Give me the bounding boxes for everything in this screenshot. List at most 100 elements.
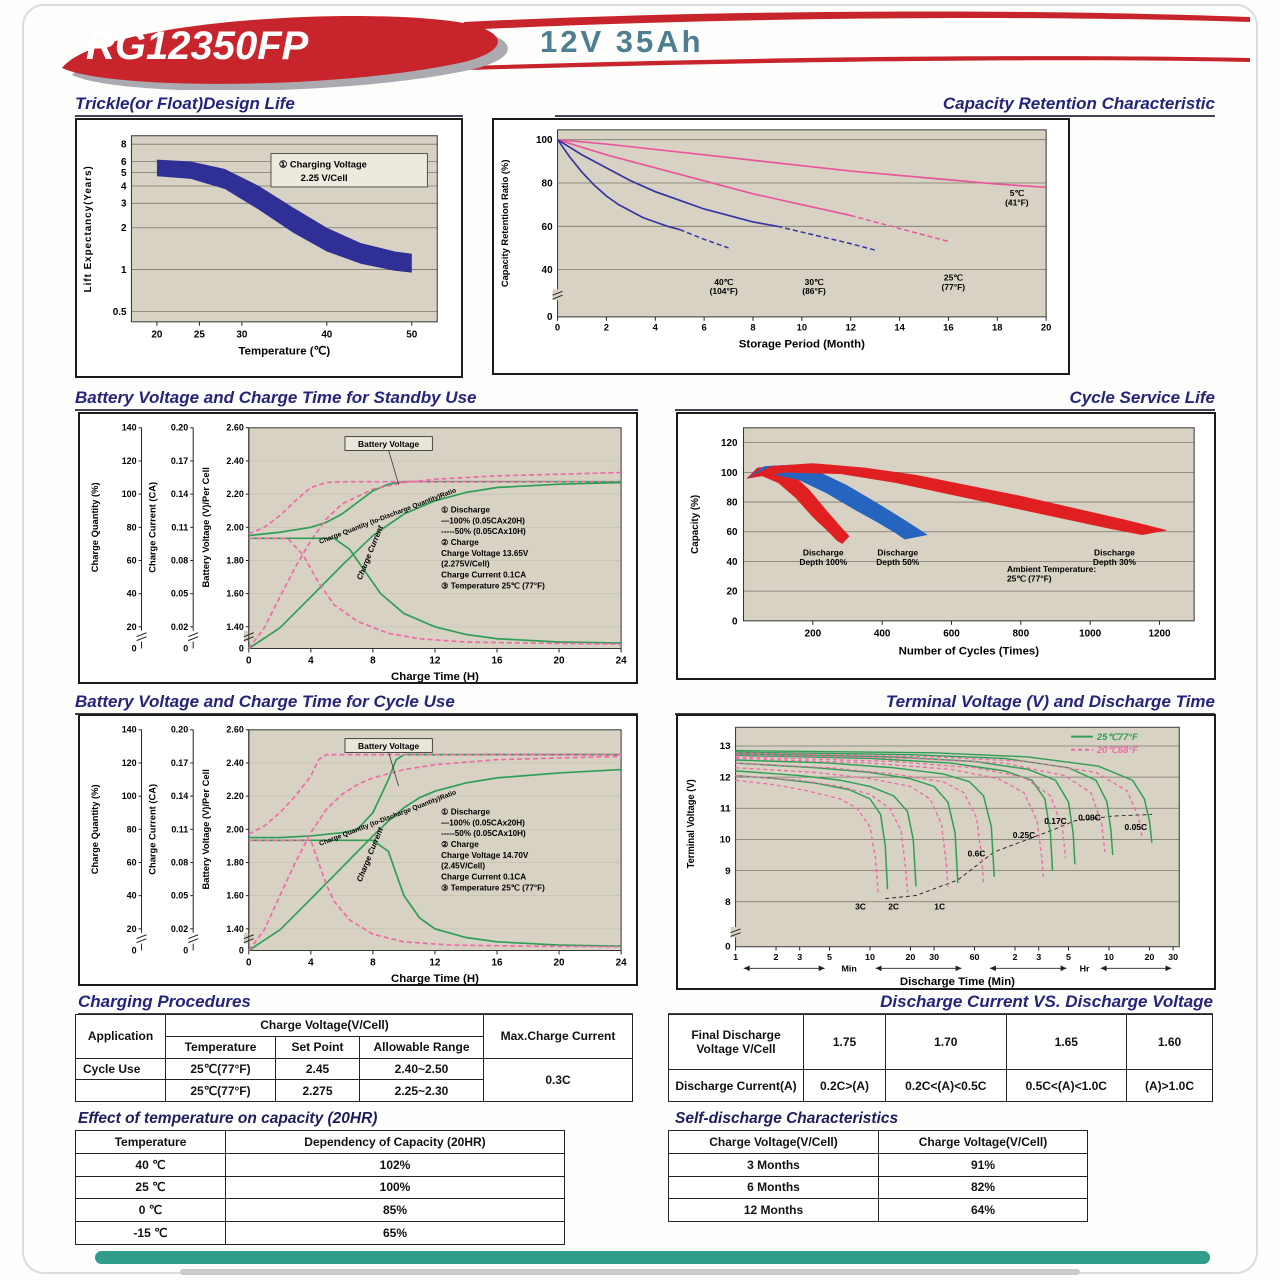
svg-text:0: 0 (555, 322, 560, 333)
charging-temperature-standby: 25℃(77°F) (165, 1079, 276, 1102)
svg-text:2: 2 (121, 223, 127, 234)
svg-text:Battery Voltage: Battery Voltage (358, 439, 419, 449)
svg-text:0: 0 (246, 957, 252, 968)
capacity-retention-chart-svg: 40 60 80 100 00 2 4 6 8 10 12 14 16 18 20 Storage Perio… (499, 129, 1051, 350)
svg-text:12: 12 (429, 655, 441, 666)
svg-text:600: 600 (943, 629, 960, 640)
svg-text:8: 8 (370, 957, 376, 968)
section-title-cycle-life: Cycle Service Life (675, 388, 1215, 411)
svg-text:Discharge Time (Min): Discharge Time (Min) (900, 976, 1015, 988)
temp-0: 0 ℃ (75, 1198, 226, 1223)
svg-text:Charge Time (H): Charge Time (H) (391, 671, 479, 682)
svg-text:20: 20 (151, 330, 163, 341)
svg-text:5: 5 (121, 168, 127, 179)
svg-text:③ Temperature 25℃ (77°F): ③ Temperature 25℃ (77°F) (441, 883, 545, 892)
svg-text:140: 140 (122, 423, 137, 433)
svg-text:20: 20 (127, 622, 137, 632)
svg-text:0.5: 0.5 (113, 307, 127, 318)
final-voltage-2: 1.70 (885, 1013, 1007, 1071)
section-title-design-life: Trickle(or Float)Design Life (75, 94, 463, 117)
svg-text:(41°F): (41°F) (1005, 197, 1029, 207)
chart-capacity-retention: 40 60 80 100 0 0 2 4 6 8 10 12 14 16 18 20 Storage Perio… (492, 118, 1070, 375)
retention-3: 91% (878, 1152, 1088, 1177)
svg-text:2: 2 (604, 322, 609, 333)
svg-text:30℃: 30℃ (805, 277, 824, 287)
temp-header: Temperature (75, 1130, 226, 1154)
svg-text:Lift Expectancy(Years): Lift Expectancy(Years) (83, 165, 94, 292)
svg-text:0: 0 (732, 616, 738, 627)
months-6: 6 Months (668, 1175, 879, 1200)
table-row: 3 Months 91% (668, 1152, 1088, 1177)
svg-text:400: 400 (874, 629, 891, 640)
svg-text:Charge Current 0.1CA: Charge Current 0.1CA (441, 571, 526, 580)
svg-text:Charge Current (CA): Charge Current (CA) (146, 482, 157, 573)
svg-text:8: 8 (725, 897, 731, 908)
svg-text:20℃68°F: 20℃68°F (1096, 745, 1138, 755)
svg-text:Charge Voltage 14.70V: Charge Voltage 14.70V (441, 851, 529, 860)
svg-text:1C: 1C (934, 903, 945, 912)
svg-text:Capacity (%): Capacity (%) (690, 495, 701, 554)
svg-text:12: 12 (429, 957, 441, 968)
charging-header-application: Application (75, 1014, 166, 1059)
charging-header-set-point: Set Point (275, 1035, 360, 1059)
svg-text:40: 40 (542, 265, 554, 276)
final-voltage-3: 1.65 (1005, 1013, 1127, 1071)
svg-text:2.20: 2.20 (226, 791, 243, 801)
svg-text:(104°F): (104°F) (710, 286, 738, 296)
logo-swoosh (62, 15, 498, 84)
svg-text:80: 80 (727, 498, 739, 509)
table-row: 25℃(77°F) 2.275 2.25~2.30 (75, 1079, 633, 1102)
retention-6: 82% (878, 1175, 1088, 1200)
svg-text:2.25 V/Cell: 2.25 V/Cell (301, 173, 348, 183)
svg-text:14: 14 (894, 322, 905, 333)
charging-header-charge-voltage: Charge Voltage(V/Cell) (165, 1014, 484, 1037)
svg-text:10: 10 (1104, 952, 1114, 962)
svg-text:2.00: 2.00 (226, 522, 243, 532)
svg-text:0.05: 0.05 (171, 589, 188, 599)
svg-text:40℃: 40℃ (714, 277, 733, 287)
svg-text:40: 40 (321, 330, 333, 341)
svg-text:1: 1 (733, 952, 738, 962)
discharge-current-1: 0.2C>(A) (803, 1069, 886, 1102)
svg-text:60: 60 (542, 222, 554, 233)
table-row: -15 ℃ 65% (75, 1221, 565, 1245)
svg-text:1000: 1000 (1079, 629, 1102, 640)
svg-text:80: 80 (127, 522, 137, 532)
svg-text:—100% (0.05CAx20H): —100% (0.05CAx20H) (441, 818, 525, 827)
svg-text:100: 100 (721, 468, 738, 479)
svg-text:0.25C: 0.25C (1013, 831, 1036, 840)
svg-text:1.80: 1.80 (226, 857, 243, 867)
svg-text:16: 16 (491, 655, 503, 666)
svg-text:8: 8 (121, 140, 127, 151)
svg-text:0.09C: 0.09C (1078, 814, 1101, 823)
svg-text:Capacity Retention Ratio (%): Capacity Retention Ratio (%) (499, 160, 510, 288)
section-title-capacity-retention: Capacity Retention Characteristic (555, 94, 1215, 117)
svg-text:0.08: 0.08 (171, 555, 188, 565)
svg-text:30: 30 (929, 952, 939, 962)
self-discharge-header-left: Charge Voltage(V/Cell) (668, 1130, 879, 1154)
svg-text:Terminal Voltage (V): Terminal Voltage (V) (686, 779, 697, 868)
section-title-charging-procedures: Charging Procedures (78, 992, 633, 1015)
svg-text:16: 16 (491, 957, 503, 968)
svg-text:40: 40 (127, 891, 137, 901)
svg-text:10: 10 (865, 952, 875, 962)
final-voltage-4: 1.60 (1126, 1013, 1213, 1071)
header-line-bottom (468, 56, 1250, 70)
charging-max-current-value: 0.3C (483, 1057, 633, 1102)
svg-text:① Discharge: ① Discharge (441, 506, 490, 515)
svg-text:0: 0 (239, 945, 244, 955)
svg-text:(2.45V/Cell): (2.45V/Cell) (441, 862, 485, 871)
cap-0: 85% (225, 1198, 565, 1223)
svg-text:12: 12 (845, 322, 855, 333)
design-life-chart-svg: 0.5 1 2 3 4 56 8 20 25 30 40 50 Temperature (℃) Lift … (83, 135, 438, 357)
svg-text:30: 30 (236, 330, 248, 341)
charging-set-point-cycle: 2.45 (275, 1057, 360, 1081)
svg-text:200: 200 (805, 629, 822, 640)
svg-text:Min: Min (841, 964, 856, 974)
svg-text:Hr: Hr (1080, 964, 1091, 974)
discharge-current-4: (A)>1.0C (1126, 1069, 1213, 1102)
svg-text:0.20: 0.20 (171, 423, 188, 433)
header-line-top (464, 11, 1250, 30)
table-row: 0 ℃ 85% (75, 1198, 565, 1223)
